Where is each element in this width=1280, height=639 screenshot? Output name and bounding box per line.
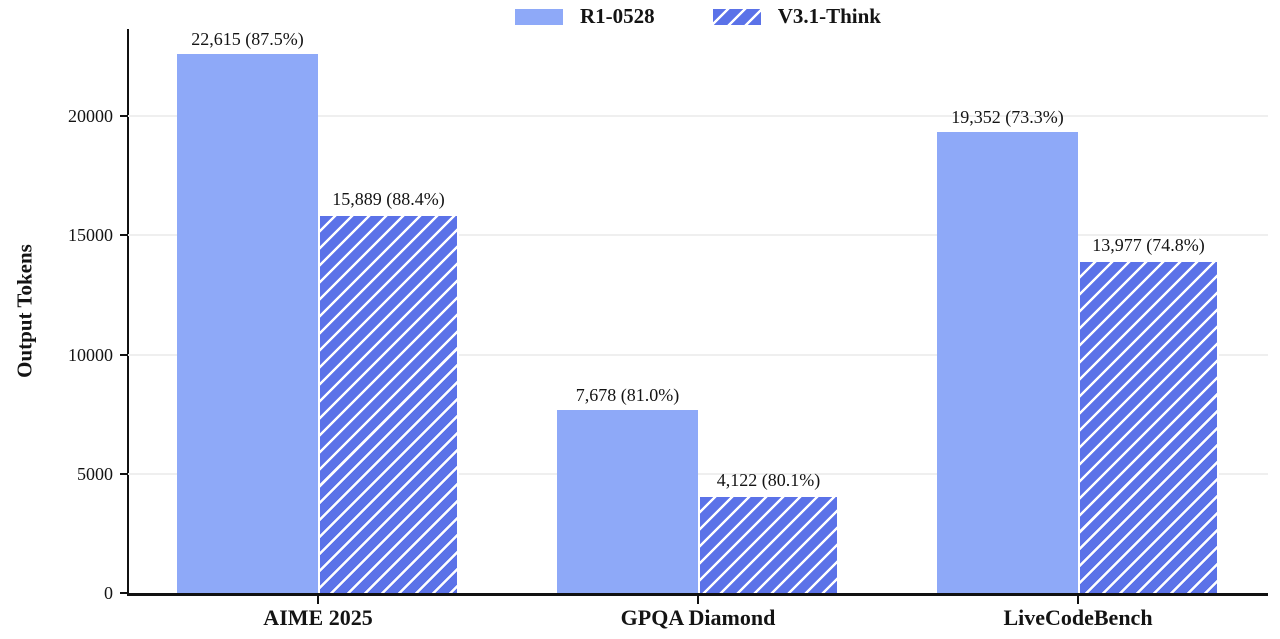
bar-value-label: 13,977 (74.8%) xyxy=(1092,234,1205,255)
bar-v3-1-think xyxy=(698,494,839,593)
gridline xyxy=(128,353,1268,356)
bar-value-label: 15,889 (88.4%) xyxy=(332,189,445,210)
bar-value-label: 4,122 (80.1%) xyxy=(716,469,821,490)
bar-value-label: 22,615 (87.5%) xyxy=(191,28,304,49)
y-axis-tick-label: 5000 xyxy=(77,463,113,484)
legend-swatch-icon xyxy=(712,8,761,25)
gridline xyxy=(128,472,1268,475)
y-axis-spine xyxy=(127,29,129,596)
y-axis-tick-label: 0 xyxy=(104,583,113,603)
bar-value-label: 19,352 (73.3%) xyxy=(951,106,1064,127)
bar-r1-0528 xyxy=(177,53,318,593)
y-axis-tick-label: 20000 xyxy=(68,106,113,127)
y-axis-tick xyxy=(120,353,128,356)
x-axis-category-label: GPQA Diamond xyxy=(620,605,776,630)
chart-legend: R1-0528 V3.1-Think xyxy=(128,4,1268,29)
y-axis-tick xyxy=(120,592,128,594)
legend-label: R1-0528 xyxy=(580,4,655,28)
legend-item-r1-0528: R1-0528 xyxy=(515,4,655,29)
legend-swatch-icon xyxy=(515,8,564,25)
bar-v3-1-think xyxy=(1078,259,1219,593)
y-axis-title: Output Tokens xyxy=(12,244,37,378)
bar-r1-0528 xyxy=(557,409,698,593)
x-axis-tick xyxy=(697,596,699,604)
y-axis-tick xyxy=(120,115,128,118)
bar-r1-0528 xyxy=(937,131,1078,593)
x-axis-tick xyxy=(1077,596,1079,604)
x-axis-category-label: LiveCodeBench xyxy=(1003,605,1153,630)
bar-v3-1-think xyxy=(318,214,459,593)
x-axis-spine xyxy=(127,593,1268,596)
legend-item-v3-1-think: V3.1-Think xyxy=(712,4,881,29)
y-axis-tick xyxy=(120,472,128,475)
legend-label: V3.1-Think xyxy=(777,4,881,28)
y-axis-tick-label: 10000 xyxy=(68,344,113,365)
gridline xyxy=(128,115,1268,118)
x-axis-category-label: AIME 2025 xyxy=(263,605,373,630)
y-axis-tick-label: 15000 xyxy=(68,225,113,246)
gridline xyxy=(128,234,1268,237)
y-axis-tick xyxy=(120,234,128,237)
bar-value-label: 7,678 (81.0%) xyxy=(575,384,680,405)
x-axis-tick xyxy=(317,596,319,604)
